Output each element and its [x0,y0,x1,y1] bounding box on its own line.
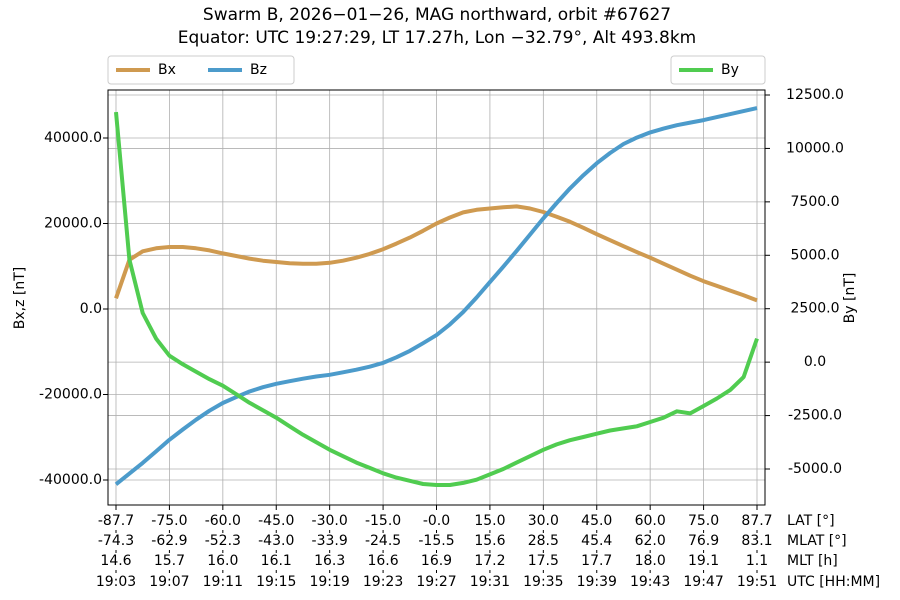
x-tick-label: 19:19 [309,574,349,590]
x-row-label: 15.7 [154,553,185,569]
y-tick-label: 0.0 [80,301,102,317]
legend-label: Bx [158,62,176,78]
y2-tick-label: 10000.0 [786,140,844,156]
y-tick-label: -40000.0 [39,472,102,488]
x-row-label: 28.5 [528,533,559,549]
x-tick-label: 19:43 [630,574,670,590]
legend-label: Bz [250,62,267,78]
x-row-label: 60.0 [635,513,666,529]
x-row-label: -60.0 [205,513,241,529]
y2-tick-label: 0.0 [804,354,826,370]
x-row-label: 16.9 [421,553,452,569]
x-row-title: LAT [°] [787,513,835,529]
x-tick-label: 19:23 [363,574,403,590]
x-row-label: -33.9 [312,533,348,549]
x-row-title: MLAT [°] [787,533,847,549]
x-row-label: 30.0 [528,513,559,529]
x-row-label: 15.6 [474,533,505,549]
y-axis-label: Bx,z [nT] [12,267,28,330]
x-row-label: 45.4 [581,533,612,549]
y2-axis-label: By [nT] [842,273,858,324]
legend-box [107,55,295,85]
x-row-label: 17.5 [528,553,559,569]
x-axis-label: UTC [HH:MM] [787,574,880,590]
x-row-label: 14.6 [100,553,131,569]
x-tick-label: 19:31 [470,574,510,590]
x-row-label: 16.6 [367,553,398,569]
series-line [114,106,758,486]
x-row-label: 76.9 [688,533,719,549]
x-tick-label: 19:07 [149,574,189,590]
x-row-label: 1.1 [746,553,768,569]
x-tick-label: 19:03 [96,574,136,590]
plot-frame [107,89,766,506]
x-row-label: 16.0 [207,553,238,569]
y2-tick-label: 12500.0 [786,87,844,103]
series-line [114,204,758,303]
x-tick-label: 19:27 [416,574,456,590]
x-tick-label: 19:47 [683,574,723,590]
x-row-label: 17.2 [474,553,505,569]
x-tick-label: 19:51 [737,574,777,590]
x-row-label: -62.9 [151,533,187,549]
x-row-label: 15.0 [474,513,505,529]
x-row-label: -87.7 [98,513,134,529]
x-row-label: -0.0 [423,513,450,529]
x-row-label: 19.1 [688,553,719,569]
x-row-label: 87.7 [741,513,772,529]
x-row-label: 18.0 [635,553,666,569]
chart-title: Swarm B, 2026−01−26, MAG northward, orbi… [203,5,671,25]
y2-tick-label: 2500.0 [791,301,840,317]
y-tick-label: -20000.0 [39,386,102,402]
y-tick-label: 20000.0 [44,216,102,232]
x-row-label: -30.0 [312,513,348,529]
x-tick-label: 19:15 [256,574,296,590]
x-row-label: -52.3 [205,533,241,549]
legend-label: By [721,62,739,78]
x-row-label: -75.0 [151,513,187,529]
x-row-label: -15.0 [365,513,401,529]
x-tick-label: 19:11 [203,574,243,590]
x-row-title: MLT [h] [787,553,838,569]
x-row-label: 45.0 [581,513,612,529]
y2-tick-label: 5000.0 [791,247,840,263]
y2-tick-label: -5000.0 [788,461,842,477]
x-row-label: 75.0 [688,513,719,529]
x-row-label: 83.1 [741,533,772,549]
x-row-label: 16.1 [261,553,292,569]
x-tick-label: 19:39 [577,574,617,590]
x-row-label: 62.0 [635,533,666,549]
x-row-label: 17.7 [581,553,612,569]
x-tick-label: 19:35 [523,574,563,590]
y2-tick-label: -2500.0 [788,408,842,424]
x-row-label: -45.0 [258,513,294,529]
y-tick-label: 40000.0 [44,130,102,146]
chart-subtitle: Equator: UTC 19:27:29, LT 17.27h, Lon −3… [178,28,697,48]
x-row-label: -24.5 [365,533,401,549]
x-row-label: -74.3 [98,533,134,549]
x-row-label: 16.3 [314,553,345,569]
legend-box [670,55,766,85]
series-line [114,111,759,487]
y2-tick-label: 7500.0 [791,194,840,210]
x-row-label: -43.0 [258,533,294,549]
x-row-label: -15.5 [418,533,454,549]
